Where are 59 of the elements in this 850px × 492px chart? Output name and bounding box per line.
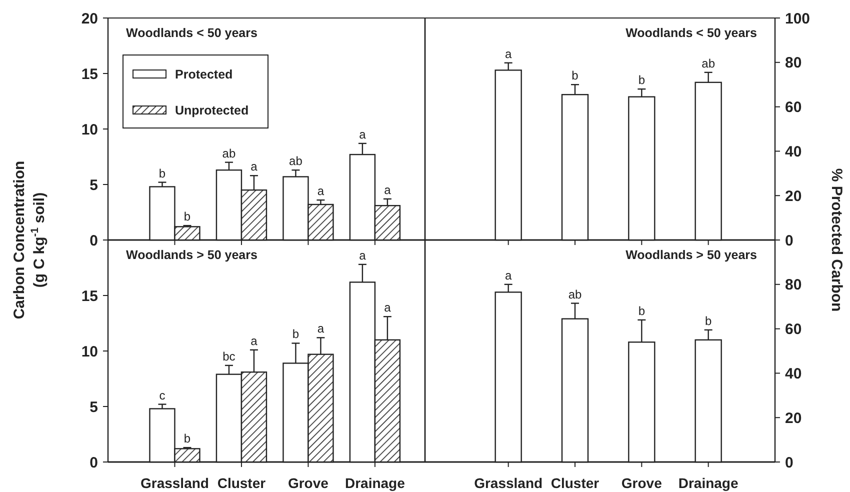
data-label: a	[250, 334, 258, 348]
x-tick-label: Cluster	[217, 475, 266, 491]
y-tick-label: 20	[785, 188, 802, 205]
y-tick-label: 100	[785, 10, 810, 28]
data-label: b	[638, 304, 646, 318]
text: Woodlands < 50 years	[126, 26, 258, 40]
data-label: a	[384, 300, 392, 315]
x-tick-label: Grassland	[140, 475, 209, 491]
y-tick-label: 40	[785, 143, 802, 160]
x-tick-label: Grassland	[474, 475, 543, 491]
text: Woodlands > 50 years	[626, 248, 758, 262]
data-label: ab	[568, 287, 582, 302]
data-label: b	[184, 432, 191, 446]
y-tick-label: 0	[785, 232, 794, 250]
text: Woodlands > 50 years	[126, 248, 258, 262]
y-tick-label: 10	[81, 121, 98, 138]
legend-label: Protected	[175, 67, 233, 82]
data-label: b	[158, 166, 166, 180]
y-tick-label: 5	[90, 398, 98, 416]
y-tick-label: 10	[81, 343, 98, 360]
data-label: ab	[222, 146, 236, 160]
x-tick-label: Grove	[621, 475, 662, 491]
data-label: a	[317, 322, 324, 336]
y-tick-label: 0	[90, 232, 98, 250]
y-tick-label: 60	[785, 99, 802, 116]
y-tick-label: 0	[90, 454, 98, 472]
y-tick-label: 20	[785, 410, 802, 427]
data-label: c	[159, 388, 166, 402]
y-axis-title: % Protected Carbon	[828, 168, 845, 312]
x-tick-label: Drainage	[678, 475, 738, 491]
data-label: a	[250, 160, 258, 174]
y-tick-label: 15	[81, 66, 98, 83]
x-tick-label: Grove	[288, 475, 329, 491]
data-label: a	[359, 248, 366, 262]
data-label: a	[384, 182, 392, 197]
data-label: ab	[702, 56, 716, 70]
data-label: b	[638, 73, 646, 88]
x-tick-label: Cluster	[550, 475, 600, 491]
data-label: a	[504, 46, 512, 61]
y-tick-label: 80	[785, 276, 802, 294]
data-label: b	[572, 68, 579, 83]
y-tick-label: 20	[81, 10, 98, 28]
text: Woodlands < 50 years	[626, 26, 758, 40]
y-tick-label: 0	[785, 454, 794, 472]
data-label: a	[359, 127, 366, 142]
data-label: b	[704, 314, 712, 328]
y-tick-label: 60	[785, 321, 802, 338]
legend-label: Unprotected	[175, 103, 249, 118]
y-tick-label: 80	[785, 54, 802, 72]
y-tick-label: 15	[81, 288, 98, 305]
y-tick-label: 5	[90, 176, 98, 194]
y-tick-label: 40	[785, 365, 802, 382]
x-tick-label: Drainage	[344, 475, 406, 491]
data-label: bc	[222, 349, 236, 364]
data-label: b	[292, 327, 300, 342]
data-label: a	[504, 268, 512, 282]
data-label: a	[317, 184, 324, 198]
data-label: b	[184, 210, 191, 224]
data-label: ab	[289, 154, 303, 168]
